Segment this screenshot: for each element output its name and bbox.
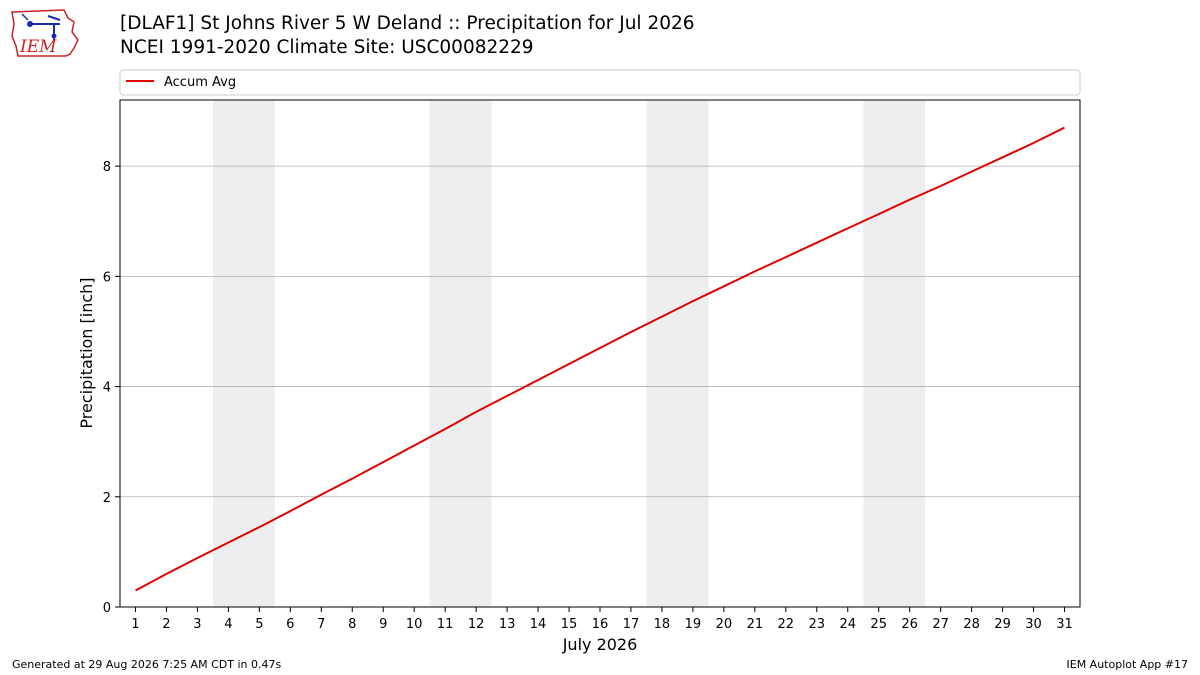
weekend-band bbox=[429, 100, 492, 607]
x-tick-label: 7 bbox=[317, 617, 325, 632]
legend-frame bbox=[119, 69, 1081, 96]
weekend-band bbox=[646, 100, 709, 607]
x-tick-label: 19 bbox=[685, 617, 702, 632]
x-tick-label: 23 bbox=[809, 617, 826, 632]
legend-label: Accum Avg bbox=[164, 75, 236, 90]
x-tick-label: 30 bbox=[1025, 617, 1042, 632]
x-tick-label: 13 bbox=[499, 617, 516, 632]
x-tick-label: 20 bbox=[716, 617, 733, 632]
x-tick-label: 31 bbox=[1056, 617, 1073, 632]
x-tick-label: 10 bbox=[406, 617, 423, 632]
x-tick-label: 11 bbox=[437, 617, 454, 632]
y-axis-label: Precipitation [inch] bbox=[77, 277, 96, 428]
series-line-accum-avg bbox=[135, 126, 1065, 592]
chart-subtitle: NCEI 1991-2020 Climate Site: USC00082229 bbox=[120, 37, 534, 58]
x-tick-label: 8 bbox=[348, 617, 356, 632]
weather-station-icon bbox=[21, 13, 61, 40]
x-tick-label: 15 bbox=[561, 617, 578, 632]
weekend-band bbox=[863, 100, 926, 607]
series-layer bbox=[135, 126, 1065, 592]
app-credit: IEM Autoplot App #17 bbox=[1066, 658, 1189, 671]
x-tick-label: 14 bbox=[530, 617, 547, 632]
x-tick-label: 6 bbox=[286, 617, 294, 632]
x-tick-label: 29 bbox=[994, 617, 1011, 632]
x-tick-label: 2 bbox=[162, 617, 170, 632]
chart-title: [DLAF1] St Johns River 5 W Deland :: Pre… bbox=[120, 13, 695, 34]
x-tick-label: 1 bbox=[131, 617, 139, 632]
legend: Accum Avg bbox=[119, 69, 1081, 96]
weekend-bands bbox=[212, 100, 926, 607]
x-tick-label: 3 bbox=[193, 617, 201, 632]
iem-logo: IEM bbox=[11, 9, 79, 57]
x-tick-label: 27 bbox=[932, 617, 949, 632]
x-tick-label: 9 bbox=[379, 617, 387, 632]
x-tick-label: 22 bbox=[778, 617, 795, 632]
x-axis-label: July 2026 bbox=[562, 635, 638, 654]
x-tick-label: 12 bbox=[468, 617, 485, 632]
y-axis: 0 2 4 6 8 bbox=[103, 160, 120, 616]
x-tick-label: 4 bbox=[224, 617, 232, 632]
x-axis: 1 2 3 4 5 6 7 8 9 10 11 12 13 14 15 16 17 18 19 20 21 22 23 24 2… bbox=[131, 607, 1073, 632]
logo-text: IEM bbox=[19, 37, 57, 57]
iowa-outline-icon bbox=[11, 9, 79, 57]
y-gridlines bbox=[120, 165, 1080, 498]
x-tick-label: 28 bbox=[963, 617, 980, 632]
x-tick-label: 17 bbox=[623, 617, 640, 632]
y-tick-label: 6 bbox=[103, 270, 111, 285]
x-tick-label: 25 bbox=[870, 617, 887, 632]
x-tick-label: 5 bbox=[255, 617, 263, 632]
x-tick-label: 26 bbox=[901, 617, 918, 632]
x-tick-label: 24 bbox=[839, 617, 856, 632]
y-tick-label: 8 bbox=[103, 160, 111, 175]
y-tick-label: 4 bbox=[103, 381, 111, 396]
y-tick-label: 0 bbox=[103, 601, 111, 616]
x-tick-label: 21 bbox=[747, 617, 764, 632]
generated-timestamp: Generated at 29 Aug 2026 7:25 AM CDT in … bbox=[12, 658, 282, 671]
weekend-band bbox=[212, 100, 275, 607]
x-tick-label: 16 bbox=[592, 617, 609, 632]
x-tick-label: 18 bbox=[654, 617, 671, 632]
y-tick-label: 2 bbox=[103, 491, 111, 506]
